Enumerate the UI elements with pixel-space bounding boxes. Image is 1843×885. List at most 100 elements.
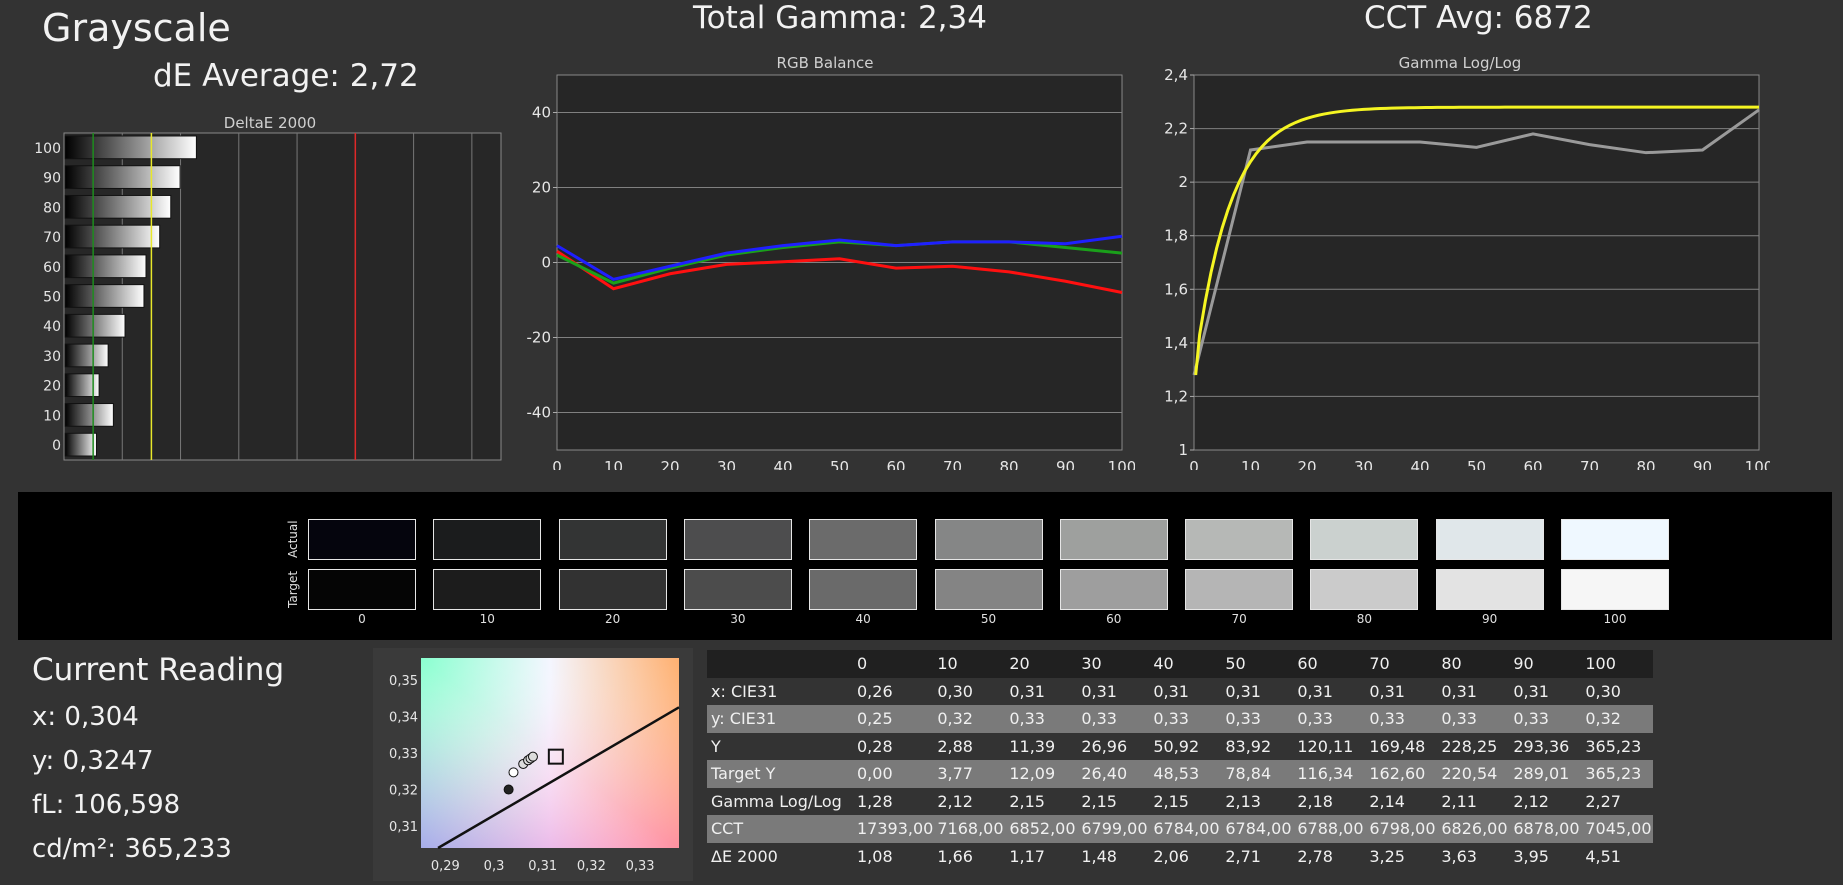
gamma-series-line [1192,108,1760,376]
deltae-bar [64,224,161,249]
table-cell: 2,88 [937,736,973,756]
swatch-label: 30 [730,612,746,626]
deltae-y-tick: 80 [43,200,61,216]
table-cell: 2,15 [1153,791,1189,811]
cie-x-tick: 0,33 [626,859,655,874]
gamma-x-tick: 80 [1636,458,1655,470]
swatch-label: 80 [1356,612,1373,626]
table-cell: 7045,00 [1585,819,1652,839]
table-column-header: 30 [1081,654,1102,674]
actual-swatch [683,519,792,560]
table-cell: 228,25 [1441,736,1498,756]
rgb-x-tick: 90 [1056,458,1075,470]
table-cell: 2,12 [937,791,973,811]
gamma-y-tick: 1,4 [1164,334,1188,352]
table-row: CCT 17393,00 7168,00 6852,00 6799,00 6784,00 6… [707,815,1654,843]
table-cell: 0,32 [1585,709,1621,729]
table-cell: 4,51 [1585,846,1621,866]
deltae-y-tick: 40 [43,319,61,335]
current-reading-title: Current Reading [32,652,285,688]
gamma-plot-area [1193,74,1760,451]
table-column-header: 100 [1585,654,1616,674]
cie-chart-frame: 0,35 0,34 0,33 0,32 0,31 0,29 0,3 0,31 0,32 0,33 [373,648,693,881]
table-cell: 6799,00 [1081,819,1148,839]
table-cell: 0,30 [937,681,973,701]
gamma-y-tick: 1,8 [1164,227,1188,245]
deltae-bar [64,313,126,338]
table-row: Y 0,28 2,88 11,39 26,96 50,92 83,92 120,11 169,4… [707,732,1654,760]
rgb-y-tick: 0 [541,254,551,272]
gamma-x-tick: 30 [1354,458,1373,470]
table-cell: 0,31 [1081,681,1117,701]
table-column-header: 70 [1369,654,1390,674]
target-swatch [1310,569,1419,610]
table-cell: 0,31 [1009,681,1045,701]
cie-measurement-point [503,784,514,795]
table-cell: 0,31 [1225,681,1261,701]
cie-chromaticity-chart: 0,35 0,34 0,33 0,32 0,31 0,29 0,3 0,31 0,32 0,33 [373,648,693,881]
gamma-x-tick: 70 [1580,458,1599,470]
cie-target-marker [547,748,564,765]
total-gamma-label: Total Gamma: 2,34 [693,0,987,36]
rgb-x-tick: 20 [660,458,679,470]
gamma-x-tick: 20 [1297,458,1316,470]
table-column-header: 50 [1225,654,1246,674]
target-swatch [1059,569,1168,610]
table-cell: 0,31 [1369,681,1405,701]
rgb-x-tick: 100 [1108,458,1135,470]
table-row: y: CIE31 0,25 0,32 0,33 0,33 0,33 0,33 0,33 0,33… [707,705,1654,733]
table-cell: 78,84 [1225,764,1272,784]
table-cell: 0,31 [1513,681,1549,701]
table-cell: 0,31 [1441,681,1477,701]
actual-swatch [1561,519,1669,560]
table-cell: 0,33 [1081,709,1117,729]
current-reading-fl: fL: 106,598 [32,790,181,820]
current-reading-cdm2: cd/m²: 365,233 [32,834,232,864]
actual-swatch [1059,519,1168,560]
target-swatch [433,569,542,610]
table-cell: 2,06 [1153,846,1189,866]
table-cell: 2,18 [1297,791,1333,811]
cie-y-tick: 0,33 [389,747,418,762]
table-cell: 26,40 [1081,764,1128,784]
table-cell: 2,15 [1081,791,1117,811]
swatch-label: 90 [1482,612,1498,626]
table-column-header: 0 [857,654,868,674]
deltae-bar [64,343,109,368]
swatch-label: 20 [604,612,621,626]
gamma-y-tick: 1,2 [1164,387,1188,405]
table-cell: 3,63 [1441,846,1477,866]
table-cell: 2,13 [1225,791,1261,811]
table-cell: 0,31 [1297,681,1333,701]
table-column-header: 80 [1441,654,1462,674]
actual-swatch [809,519,918,560]
table-cell: 0,31 [1153,681,1189,701]
current-reading-y: y: 0,3247 [32,746,154,776]
cie-x-tick: 0,3 [484,859,505,874]
table-cell: 6852,00 [1009,819,1076,839]
table-header-row: 0 10 20 30 40 50 60 70 80 90 100 [707,650,1654,678]
table-cell: 0,33 [1297,709,1333,729]
table-cell: 0,00 [857,764,893,784]
deltae-chart: DeltaE 2000 0246810121410090807060504030… [34,114,502,470]
table-column-header: 10 [937,654,958,674]
table-cell: 0,33 [1153,709,1189,729]
gamma-y-tick: 2 [1178,173,1188,191]
table-cell: 6788,00 [1297,819,1364,839]
gamma-x-tick: 90 [1693,458,1712,470]
target-row-label: Target [286,570,300,608]
deltae-x-tick: 4 [176,468,186,470]
grayscale-swatches: Actual Target 0 10 20 30 40 50 60 70 80 90 100 [18,492,1832,640]
deltae-x-tick: 14 [462,468,481,470]
table-row-label: y: CIE31 [711,709,777,729]
table-row-label: CCT [711,819,744,839]
gamma-x-tick: 0 [1189,458,1199,470]
table-cell: 2,71 [1225,846,1261,866]
rgb-series-line [556,250,1123,294]
table-cell: 6784,00 [1153,819,1220,839]
current-reading-x: x: 0,304 [32,702,139,732]
actual-swatch [558,519,667,560]
deltae-y-tick: 0 [52,438,61,454]
target-swatch [683,569,792,610]
deltae-x-tick: 2 [117,468,127,470]
